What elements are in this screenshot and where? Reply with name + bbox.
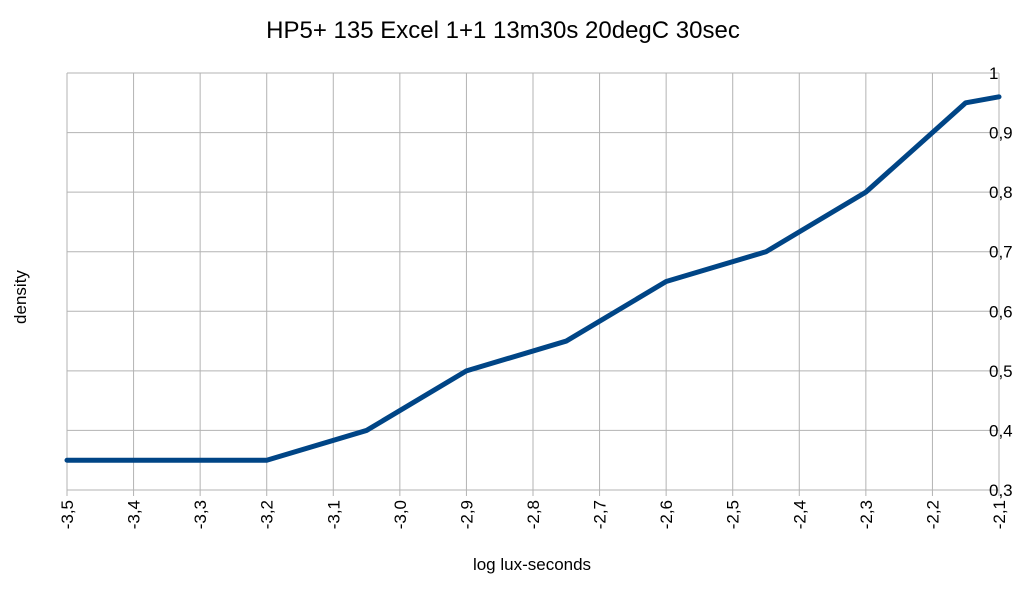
x-axis-label: log lux-seconds <box>473 555 591 574</box>
x-tick-label: -2,8 <box>524 500 543 529</box>
y-tick-label: 1 <box>989 64 998 83</box>
y-tick-label: 0,8 <box>989 183 1013 202</box>
y-tick-label: 0,6 <box>989 302 1013 321</box>
series-layer <box>64 94 1002 463</box>
x-tick-label: -3,3 <box>191 500 210 529</box>
y-tick-label: 0,5 <box>989 362 1013 381</box>
y-axis-label: density <box>11 270 30 324</box>
y-axis-ticks: 0,3 0,4 0,5 0,6 0,7 0,8 0,9 1 <box>989 64 1013 500</box>
grid <box>66 72 1000 496</box>
y-tick-label: 0,9 <box>989 124 1013 143</box>
x-tick-label: -2,1 <box>990 500 1009 529</box>
x-tick-label: -2,4 <box>790 500 809 529</box>
x-axis-ticks: -3,5 -3,4 -3,3 -3,2 -3,1 -3,0 -2,9 -2,8 -2,7 -2,6… <box>58 500 1009 529</box>
x-tick-label: -2,3 <box>857 500 876 529</box>
x-tick-label: -3,1 <box>324 500 343 529</box>
x-tick-label: -2,6 <box>657 500 676 529</box>
series-line <box>64 94 1002 463</box>
chart-title: HP5+ 135 Excel 1+1 13m30s 20degC 30sec <box>266 17 740 44</box>
x-tick-label: -2,2 <box>923 500 942 529</box>
x-tick-label: -3,5 <box>58 500 77 529</box>
x-tick-label: -3,0 <box>391 500 410 529</box>
y-tick-label: 0,7 <box>989 243 1013 262</box>
y-tick-label: 0,4 <box>989 421 1013 440</box>
x-tick-label: -3,2 <box>258 500 277 529</box>
x-tick-label: -3,4 <box>125 500 144 529</box>
x-tick-label: -2,7 <box>591 500 610 529</box>
x-tick-label: -2,5 <box>724 500 743 529</box>
x-tick-label: -2,9 <box>457 500 476 529</box>
y-tick-label: 0,3 <box>989 481 1013 500</box>
